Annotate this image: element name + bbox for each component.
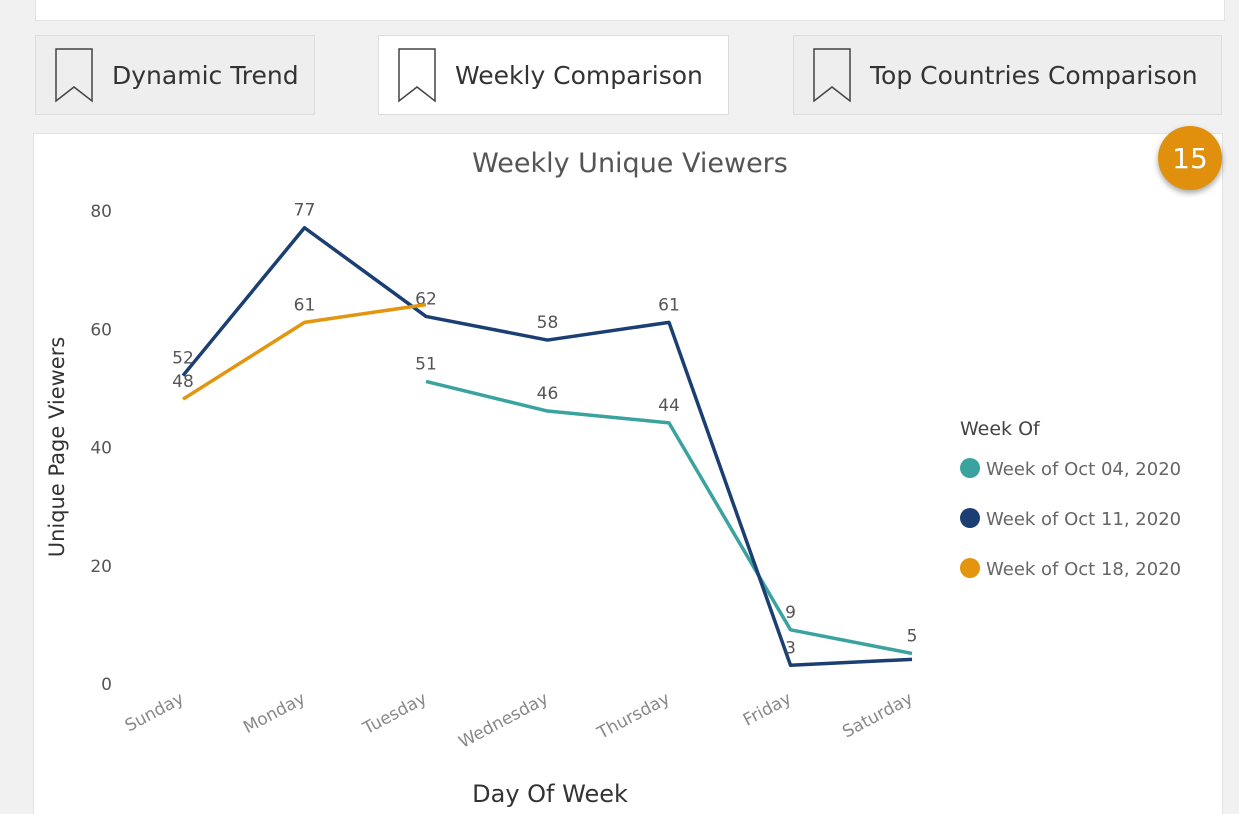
data-label: 61: [658, 295, 680, 315]
x-tick-label: Thursday: [593, 689, 673, 744]
data-label: 61: [294, 295, 316, 315]
legend-marker: [960, 558, 980, 578]
chart-panel: [33, 133, 1223, 814]
data-label: 51: [415, 354, 437, 374]
x-tick-label: Monday: [240, 689, 309, 738]
bookmark-tab[interactable]: Top Countries Comparison: [793, 35, 1222, 115]
data-label: 9: [785, 603, 796, 623]
series-line: [182, 302, 427, 401]
bookmark-tab[interactable]: Weekly Comparison: [378, 35, 729, 115]
y-tick-label: 80: [90, 202, 112, 222]
bookmark-icon: [398, 48, 436, 103]
x-axis-title: Day Of Week: [472, 780, 628, 808]
series-line: [425, 379, 913, 656]
legend-marker: [960, 508, 980, 528]
data-label: 46: [537, 384, 559, 404]
chart-title: Weekly Unique Viewers: [472, 148, 788, 179]
top-panel: [35, 0, 1225, 21]
y-tick-label: 60: [90, 320, 112, 340]
series-line: [181, 225, 913, 668]
data-label: 48: [172, 372, 194, 392]
badge-label: 15: [1172, 142, 1208, 175]
tab-label: Dynamic Trend: [112, 60, 299, 90]
x-tick-label: Friday: [740, 689, 795, 731]
data-label: 58: [537, 313, 559, 333]
legend-label: Week of Oct 11, 2020: [986, 509, 1181, 530]
legend-marker: [960, 458, 980, 478]
x-tick-label: Wednesday: [456, 689, 552, 753]
y-axis-title: Unique Page Viewers: [45, 337, 69, 558]
tab-label: Top Countries Comparison: [870, 60, 1198, 90]
x-tick-label: Sunday: [122, 689, 188, 737]
bookmark-tab[interactable]: Dynamic Trend: [35, 35, 315, 115]
data-label: 3: [785, 638, 796, 658]
data-label: 5: [907, 626, 918, 646]
x-tick-label: Tuesday: [359, 689, 430, 740]
tab-label: Weekly Comparison: [455, 60, 703, 90]
data-label: 77: [294, 201, 316, 221]
data-label: 44: [658, 396, 680, 416]
badge: [1158, 126, 1222, 190]
legend-label: Week of Oct 04, 2020: [986, 459, 1181, 480]
y-tick-label: 40: [90, 439, 112, 459]
legend-title: Week Of: [960, 418, 1041, 440]
y-tick-label: 20: [90, 557, 112, 577]
y-tick-label: 0: [101, 675, 112, 695]
legend-label: Week of Oct 18, 2020: [986, 559, 1181, 580]
data-label: 52: [172, 349, 194, 369]
bookmark-icon: [813, 48, 851, 103]
bookmark-icon: [55, 48, 93, 103]
x-tick-label: Saturday: [839, 689, 916, 743]
